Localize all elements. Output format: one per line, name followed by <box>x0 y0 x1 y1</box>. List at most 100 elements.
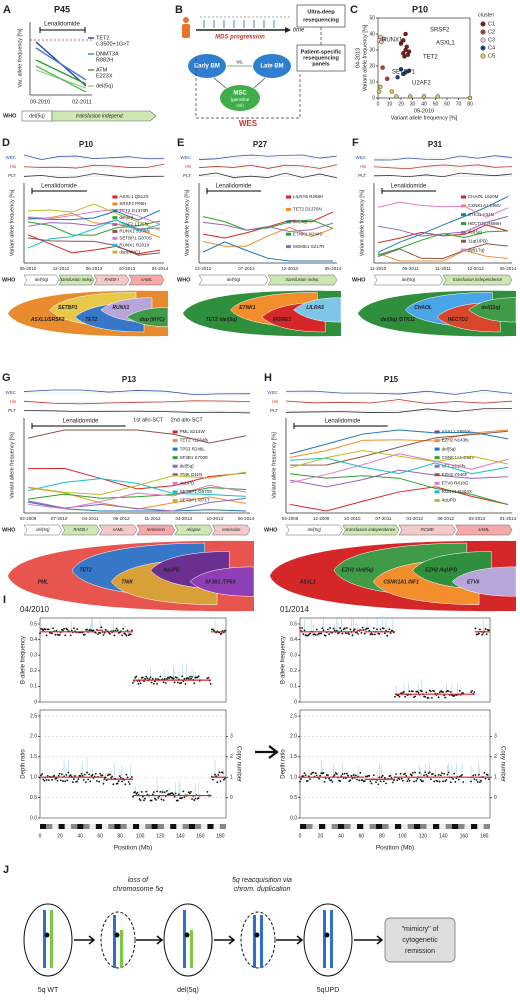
snp-point <box>175 676 178 679</box>
arrow <box>276 935 304 945</box>
label: resequencing <box>303 17 339 23</box>
chromosome <box>253 915 256 968</box>
label: 5q WT <box>38 987 59 994</box>
depth-point <box>429 778 432 781</box>
depth-point <box>161 791 164 793</box>
snp-point <box>453 694 456 697</box>
ideogram-band <box>464 824 471 829</box>
person-body <box>182 24 190 38</box>
legend-swatch <box>461 195 466 199</box>
snp-point <box>382 627 385 630</box>
x-tick-label: 10-2013 <box>207 516 224 521</box>
snp-point <box>341 632 344 635</box>
snp-point <box>97 633 99 635</box>
snp-point <box>442 691 444 693</box>
depth-point <box>418 771 421 774</box>
snp-point <box>416 690 419 693</box>
depth-point <box>460 775 462 777</box>
label: Lenalidomide <box>391 184 427 190</box>
label: WHO <box>264 527 278 533</box>
depth-point <box>436 780 439 783</box>
label: WBC <box>268 390 279 395</box>
clone-label: CHAOL <box>414 305 432 311</box>
snp-point <box>328 633 330 636</box>
person-head <box>183 17 189 23</box>
depth-point <box>71 781 74 783</box>
snp-point <box>344 632 347 635</box>
depth-point <box>438 780 441 783</box>
ideogram-band <box>71 824 78 829</box>
depth-point <box>88 773 91 776</box>
label: PLT <box>358 173 366 178</box>
stage <box>93 274 130 286</box>
snp-point <box>462 692 465 694</box>
vaf-line <box>27 234 161 255</box>
legend-entry: TET2 <box>96 35 109 41</box>
depth-point <box>303 772 306 775</box>
label: sAML <box>478 527 490 532</box>
label: del(5q) <box>35 277 49 282</box>
panel-letter: I <box>3 594 6 606</box>
depth-point <box>156 790 158 793</box>
depth-point <box>124 783 127 786</box>
stage <box>211 524 251 536</box>
depth-point <box>155 798 157 801</box>
depth-point <box>426 775 429 778</box>
legend-entry: dup(MYC) <box>119 249 140 254</box>
snp-point <box>471 690 474 692</box>
depth-point <box>330 779 333 782</box>
vaf-line <box>27 219 161 230</box>
label: WHO <box>3 113 17 119</box>
label: Variant allele frequency [%] <box>9 432 15 499</box>
scatter-point <box>406 49 412 54</box>
legend-entry: C5 <box>488 53 495 59</box>
depth-point <box>59 779 62 782</box>
depth-point <box>153 797 156 800</box>
depth-point <box>157 797 160 799</box>
clone-label: EZH2 /del(5q) <box>342 567 374 573</box>
ideogram-band <box>40 824 47 829</box>
depth-point <box>121 780 123 783</box>
ideogram-band <box>114 824 121 829</box>
vaf-line <box>202 226 334 247</box>
stage <box>23 524 62 536</box>
snp-point <box>361 626 364 629</box>
vaf-line <box>27 208 161 225</box>
depth-point <box>400 777 403 780</box>
panel-title: P13 <box>122 375 137 384</box>
depth-point <box>370 782 373 785</box>
x-tick-label: 07-2011 <box>375 516 392 521</box>
chromosome <box>113 915 116 968</box>
x-tick-label: 07-2010 <box>51 516 68 521</box>
depth-point <box>80 772 83 775</box>
depth-point <box>176 799 179 802</box>
scatter-point <box>421 94 427 99</box>
snp-point <box>429 690 432 693</box>
clone-label: SF3B1 /TP53 <box>205 579 236 585</box>
legend-entry: NF1 S216fs <box>442 463 467 468</box>
legend-entry: 4qUPD <box>180 481 195 486</box>
y-tick-label: 10 <box>369 79 375 85</box>
stage <box>373 274 444 286</box>
legend-entry: del(5q) <box>96 83 113 89</box>
snp-point <box>220 632 223 635</box>
legend-swatch <box>461 213 466 217</box>
y-tick-label: 0 <box>494 795 497 801</box>
x-tick-label: 120 <box>156 833 165 839</box>
label: SRSF2 <box>430 28 450 34</box>
depth-point <box>58 772 61 775</box>
label: transfusion indep. <box>60 277 94 282</box>
x-tick-label: 04-2011 <box>82 516 99 521</box>
legend-entry: MGME1 S217R <box>293 244 325 249</box>
depth-point <box>132 795 134 798</box>
label: 09-2010 <box>30 99 50 105</box>
vaf-line <box>27 501 247 512</box>
depth-point <box>187 791 190 794</box>
label: Hb <box>185 164 191 169</box>
label: B-allele frequency <box>21 636 27 684</box>
snp-point <box>176 681 179 684</box>
snp-point <box>126 629 129 632</box>
legend-swatch <box>172 447 178 451</box>
depth-point <box>128 783 131 785</box>
panel-title: P45 <box>54 4 70 14</box>
